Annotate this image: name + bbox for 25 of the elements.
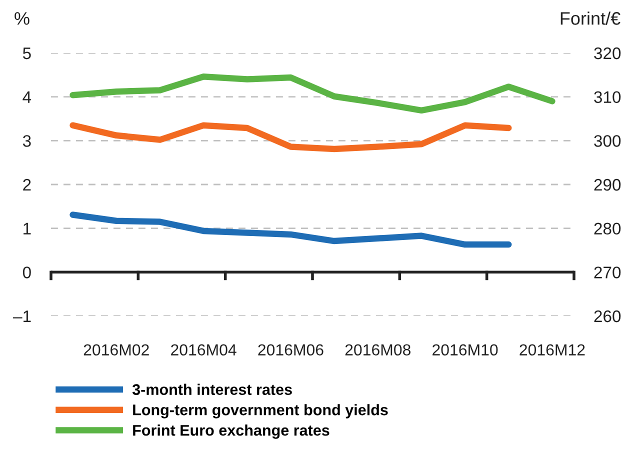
y-tick-label: –1 — [13, 310, 31, 322]
y-tick-label: 5 — [22, 48, 31, 60]
y-tick-label: 2 — [23, 178, 31, 191]
y2-tick-label: 260 — [594, 310, 621, 322]
y-axis-title: % — [14, 12, 30, 25]
y2-tick-label: 300 — [594, 135, 621, 147]
y-tick-label: 1 — [24, 222, 31, 234]
y2-tick-label: 310 — [594, 91, 621, 104]
x-tick-label: 2016M10 — [432, 344, 498, 356]
x-tick-label: 2016M02 — [84, 344, 149, 356]
legend-label: Long-term government bond yields — [133, 404, 388, 418]
y2-tick-label: 320 — [594, 47, 621, 60]
y2-axis-title: Forint/€ — [560, 12, 620, 25]
legend-label: 3-month interest rates — [132, 384, 292, 395]
x-tick-label: 2016M12 — [520, 344, 585, 356]
y-tick-label: 4 — [22, 91, 32, 103]
y-tick-label: 3 — [22, 135, 31, 147]
x-tick-label: 2016M08 — [345, 344, 410, 356]
legend-label: Forint Euro exchange rates — [133, 424, 330, 439]
x-tick-label: 2016M06 — [258, 344, 324, 356]
y2-tick-label: 280 — [594, 222, 621, 235]
y2-tick-label: 290 — [594, 178, 621, 191]
x-tick-label: 2016M04 — [171, 344, 236, 356]
y2-tick-label: 270 — [594, 266, 621, 278]
y-tick-label: 0 — [22, 266, 31, 278]
